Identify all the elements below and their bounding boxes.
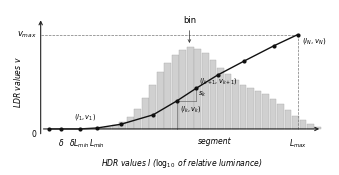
Text: $L_{max}$: $L_{max}$: [289, 137, 307, 150]
Bar: [284, 110, 292, 129]
Text: $\delta L_{min}$: $\delta L_{min}$: [69, 137, 90, 150]
Text: $(l_{k+1}, v_{k+1})$: $(l_{k+1}, v_{k+1})$: [199, 76, 238, 86]
Text: $s_k$: $s_k$: [198, 90, 207, 99]
Bar: [97, 128, 104, 129]
Bar: [315, 127, 321, 129]
Bar: [232, 80, 239, 129]
Bar: [157, 72, 164, 129]
Bar: [202, 53, 209, 129]
Bar: [247, 88, 254, 129]
Bar: [164, 63, 172, 129]
Bar: [240, 85, 246, 129]
Text: bin: bin: [183, 16, 196, 42]
Bar: [179, 50, 186, 129]
Bar: [217, 68, 224, 129]
Bar: [210, 60, 216, 129]
Bar: [300, 120, 306, 129]
Text: $L_{min}$: $L_{min}$: [89, 137, 105, 150]
Bar: [149, 85, 156, 129]
Bar: [255, 91, 261, 129]
Bar: [262, 94, 269, 129]
Text: 0: 0: [32, 130, 37, 139]
Bar: [277, 104, 284, 129]
Bar: [142, 98, 149, 129]
Text: segment: segment: [198, 137, 232, 146]
Bar: [307, 124, 314, 129]
Bar: [127, 117, 134, 129]
Bar: [187, 47, 194, 129]
Text: LDR values $v$: LDR values $v$: [13, 56, 23, 108]
Text: $\delta$: $\delta$: [58, 137, 64, 148]
Bar: [195, 49, 201, 129]
Text: $(l_k, v_k)$: $(l_k, v_k)$: [180, 104, 202, 114]
Bar: [224, 74, 232, 129]
Text: $(l_1, v_1)$: $(l_1, v_1)$: [74, 112, 96, 122]
Bar: [172, 55, 179, 129]
Bar: [119, 122, 126, 129]
Text: HDR values $l$ ($\log_{10}$ of relative luminance): HDR values $l$ ($\log_{10}$ of relative …: [101, 157, 262, 170]
Bar: [135, 109, 141, 129]
Text: $v_{max}$: $v_{max}$: [17, 29, 37, 40]
Bar: [112, 125, 119, 129]
Text: $(l_N, v_N)$: $(l_N, v_N)$: [302, 36, 326, 46]
Bar: [292, 116, 299, 129]
Bar: [270, 99, 276, 129]
Bar: [104, 127, 111, 129]
